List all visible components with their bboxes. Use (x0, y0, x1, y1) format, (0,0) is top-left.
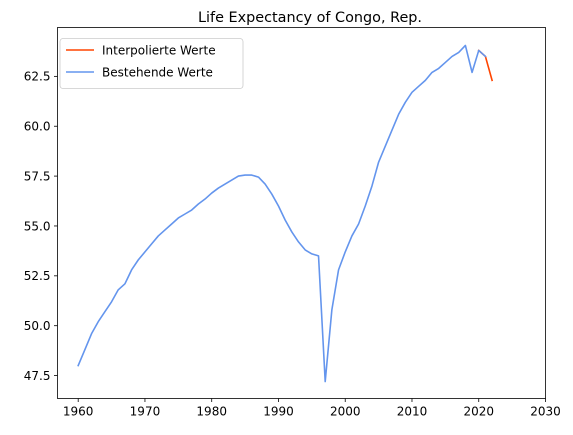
x-tick-label: 2030 (530, 405, 561, 419)
legend-label-0: Interpolierte Werte (102, 43, 216, 57)
x-tick-label: 1990 (263, 405, 294, 419)
y-tick-label: 57.5 (24, 169, 51, 183)
plot-frame (57, 27, 546, 399)
chart-title: Life Expectancy of Congo, Rep. (198, 10, 422, 26)
legend-label-1: Bestehende Werte (102, 65, 213, 79)
legend: Interpolierte Werte Bestehende Werte (59, 38, 244, 89)
x-tick-label: 1960 (63, 405, 94, 419)
y-tick-label: 47.5 (24, 369, 51, 383)
y-tick-label: 52.5 (24, 269, 51, 283)
plot-lines (77, 44, 494, 383)
y-axis: 47.5 50.0 52.5 55.0 57.5 60.0 62.5 (24, 70, 58, 383)
x-tick-label: 1980 (196, 405, 227, 419)
x-tick-label: 1970 (130, 405, 161, 419)
x-tick-label: 2000 (330, 405, 361, 419)
x-tick-label: 2010 (397, 405, 428, 419)
x-axis: 1960 1970 1980 1990 2000 2010 2020 2030 (63, 398, 561, 419)
y-tick-label: 55.0 (24, 219, 51, 233)
legend-box (59, 38, 244, 89)
y-tick-label: 60.0 (24, 120, 51, 134)
y-tick-label: 62.5 (24, 70, 51, 84)
series-line-1 (77, 44, 487, 383)
y-tick-label: 50.0 (24, 319, 51, 333)
x-tick-label: 2020 (463, 405, 494, 419)
series-line-0 (477, 49, 494, 82)
